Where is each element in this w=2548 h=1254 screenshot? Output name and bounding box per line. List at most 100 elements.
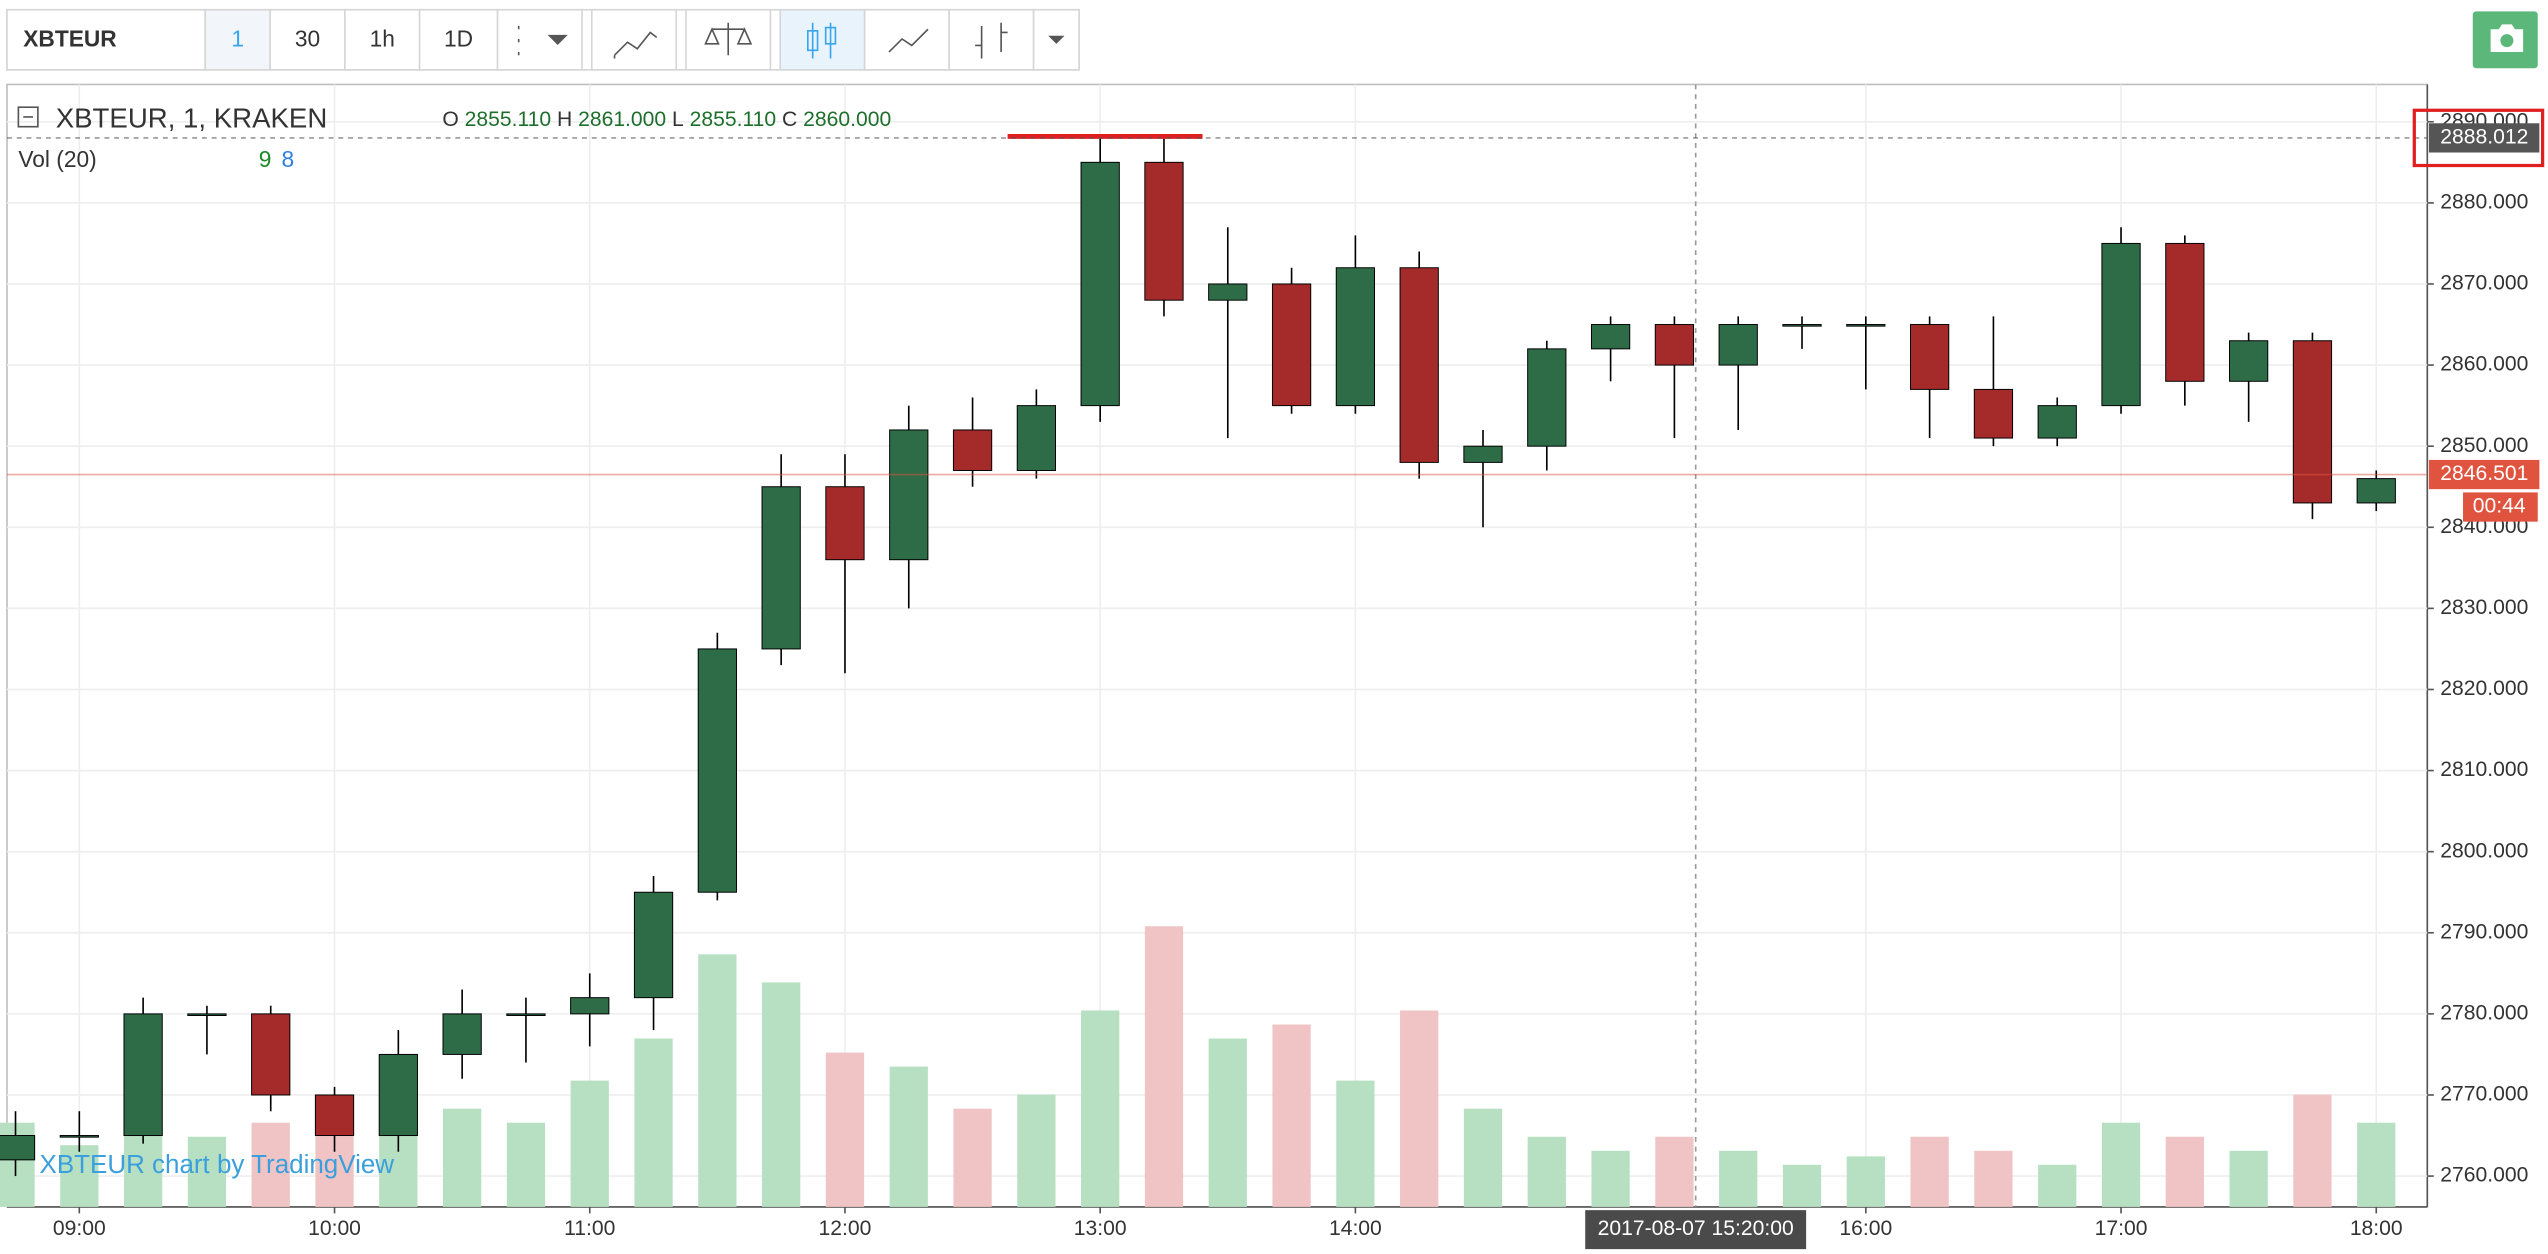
ohlc-key: H [557,108,572,131]
y-tick-label: 2860.000 [2440,353,2528,376]
y-tick-label: 2870.000 [2440,272,2528,295]
candle-body [1463,445,1503,463]
candle-body [633,891,674,999]
y-tick-label: 2850.000 [2440,434,2528,457]
legend-ohlc: O 2855.110 H 2861.000 L 2855.110 C 2860.… [442,108,891,131]
volume-bar [1017,1094,1056,1207]
candle-body [187,1013,227,1016]
candle-body [1782,324,1822,327]
candle-body [1335,267,1376,407]
candle-body [952,429,993,471]
volume-bar [762,982,801,1207]
volume-bar [1846,1156,1885,1207]
ohlc-key: O [442,108,458,131]
volume-bar [1272,1024,1311,1207]
volume-bar [1974,1150,2013,1207]
volume-bar [1591,1150,1630,1207]
volume-bar [187,1136,227,1207]
interval-1d[interactable] [418,8,499,71]
menu-icon [1048,35,1065,44]
price-label-box [2428,459,2540,490]
plot [0,84,2428,1207]
candle-body [2101,242,2141,407]
candle-body [123,1013,163,1137]
volume-bar [2101,1122,2141,1207]
legend-title: XBTEUR, 1, KRAKEN [56,102,328,133]
price-label-box [2428,123,2540,153]
candle-body [570,997,610,1015]
volume-bar [698,954,737,1207]
more-intervals[interactable] [496,8,583,71]
candle-body [1718,324,1758,366]
candles-button[interactable] [779,8,866,71]
candle-body [378,1053,418,1137]
volume-bar [1208,1038,1247,1207]
volume-bar [1081,1010,1120,1207]
y-tick-label: 2760.000 [2440,1164,2528,1187]
collapse-button[interactable] [17,106,39,128]
x-tick-label: 18:00 [2350,1217,2403,1240]
symbol-box[interactable] [6,8,206,71]
volume-bar [953,1108,992,1207]
ohlc-value: 2861.000 [578,108,666,131]
y-tick-label: 2810.000 [2440,758,2528,781]
bars-icon [975,22,1008,59]
volume-bar [1336,1080,1375,1207]
candle-body [1973,388,2014,439]
volume-bar [825,1052,865,1207]
volume-bar [1144,926,1184,1207]
volume-bar [506,1122,546,1207]
interval-label[interactable]: 1h [370,26,395,52]
candle-body [697,648,737,893]
ohlc-value: 2855.110 [465,108,551,131]
volume-bar [2038,1164,2077,1207]
menu-icon [517,25,568,56]
watermark: XBTEUR chart by TradingView [39,1149,394,1179]
y-tick-label: 2880.000 [2440,190,2528,213]
candle-body [251,1013,291,1096]
candle-body [442,1013,482,1055]
bars-button[interactable] [948,8,1035,71]
interval-label[interactable]: 30 [295,26,320,52]
symbol-input[interactable]: XBTEUR [23,26,116,52]
candle-body [1271,283,1312,407]
price-label: 2888.012 [2440,125,2528,148]
volume-legend: Vol (20) [18,146,96,172]
volume-bar [2357,1122,2396,1207]
candle-body [2165,242,2205,382]
y-tick-label: 2790.000 [2440,920,2528,943]
area-icon [888,28,929,53]
interval-label[interactable]: 1 [231,26,244,52]
volume-value: 8 [282,146,295,172]
area-button[interactable] [863,8,950,71]
camera-lens [2500,34,2514,48]
candle-body [1399,267,1439,463]
interval-label[interactable]: 1D [444,26,473,52]
x-tick-label: 13:00 [1074,1217,1127,1240]
candle-body [1527,348,1567,447]
interval-30[interactable] [269,8,346,71]
volume-bar [60,1145,99,1207]
interval-1h[interactable] [344,8,421,71]
candle-body [761,486,801,650]
candle-body [1080,161,1120,407]
x-tick-label: 11:00 [564,1217,615,1240]
candle-body [2229,340,2269,382]
volume-bar [1655,1136,1694,1207]
candle-body [1590,324,1631,350]
y-tick-label: 2780.000 [2440,1001,2528,1024]
indicators-button[interactable] [590,8,678,71]
candles-icon [806,22,837,59]
x-tick-label: 17:00 [2095,1217,2148,1240]
candle-body [1909,324,1950,390]
volume-bar [2229,1150,2268,1207]
volume-bar [442,1108,482,1207]
volume-bar [889,1066,928,1207]
candle-body [314,1094,355,1137]
x-tick-label: 12:00 [819,1217,872,1240]
y-tick-label: 2770.000 [2440,1083,2528,1106]
candle-body [59,1135,99,1138]
ohlc-key: L [672,108,684,131]
candle-body [1144,161,1184,301]
